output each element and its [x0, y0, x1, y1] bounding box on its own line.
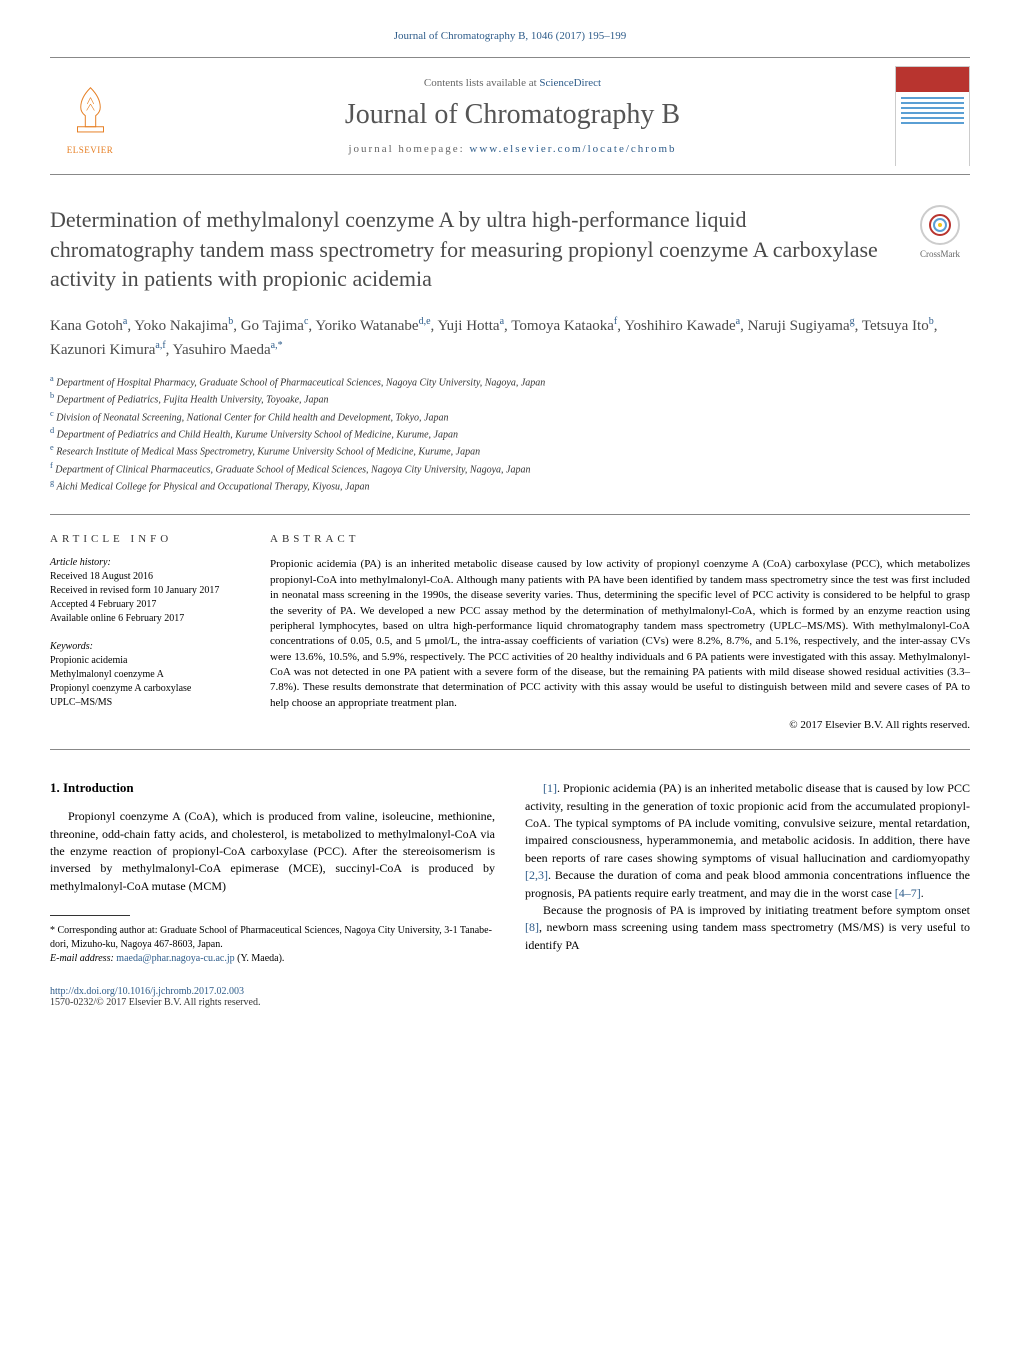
abstract-copyright: © 2017 Elsevier B.V. All rights reserved… — [270, 719, 970, 731]
authors: Kana Gotoha, Yoko Nakajimab, Go Tajimac,… — [50, 314, 970, 361]
affiliation-item: e Research Institute of Medical Mass Spe… — [50, 442, 970, 459]
crossmark-label: CrossMark — [910, 249, 970, 259]
affiliation-item: d Department of Pediatrics and Child Hea… — [50, 425, 970, 442]
keyword-item: Methylmalonyl coenzyme A — [50, 668, 245, 682]
journal-reference: Journal of Chromatography B, 1046 (2017)… — [50, 30, 970, 42]
keywords-label: Keywords: — [50, 641, 245, 652]
article-title: Determination of methylmalonyl coenzyme … — [50, 205, 890, 294]
article-info: ARTICLE INFO Article history: Received 1… — [50, 533, 270, 731]
sciencedirect-link[interactable]: ScienceDirect — [539, 77, 601, 89]
journal-cover-thumbnail — [895, 66, 970, 166]
contents-banner: ELSEVIER Contents lists available at Sci… — [50, 57, 970, 175]
publisher-name: ELSEVIER — [67, 145, 114, 155]
homepage-link[interactable]: www.elsevier.com/locate/chromb — [469, 143, 676, 155]
corresponding-author-footnote: * Corresponding author at: Graduate Scho… — [50, 924, 495, 966]
abstract-heading: ABSTRACT — [270, 533, 970, 545]
intro-paragraph-2: [1]. Propionic acidemia (PA) is an inher… — [525, 780, 970, 902]
section-1-heading: 1. Introduction — [50, 780, 495, 796]
history-item: Received in revised form 10 January 2017 — [50, 584, 245, 598]
issn-copyright: 1570-0232/© 2017 Elsevier B.V. All right… — [50, 997, 970, 1008]
body-column-left: 1. Introduction Propionyl coenzyme A (Co… — [50, 780, 495, 966]
crossmark-badge[interactable]: CrossMark — [910, 205, 970, 259]
affiliation-item: f Department of Clinical Pharmaceutics, … — [50, 460, 970, 477]
journal-homepage: journal homepage: www.elsevier.com/locat… — [130, 143, 895, 155]
body-column-right: [1]. Propionic acidemia (PA) is an inher… — [525, 780, 970, 966]
doi-link[interactable]: http://dx.doi.org/10.1016/j.jchromb.2017… — [50, 986, 970, 997]
intro-paragraph-3: Because the prognosis of PA is improved … — [525, 902, 970, 954]
keyword-item: Propionic acidemia — [50, 654, 245, 668]
keyword-item: Propionyl coenzyme A carboxylase — [50, 682, 245, 696]
affiliations: a Department of Hospital Pharmacy, Gradu… — [50, 373, 970, 494]
elsevier-logo: ELSEVIER — [50, 74, 130, 159]
journal-name: Journal of Chromatography B — [130, 99, 895, 131]
intro-paragraph-1: Propionyl coenzyme A (CoA), which is pro… — [50, 808, 495, 895]
tree-icon — [58, 78, 123, 143]
contents-line: Contents lists available at ScienceDirec… — [130, 77, 895, 89]
article-info-heading: ARTICLE INFO — [50, 533, 245, 545]
abstract: ABSTRACT Propionic acidemia (PA) is an i… — [270, 533, 970, 731]
affiliation-item: a Department of Hospital Pharmacy, Gradu… — [50, 373, 970, 390]
affiliation-item: b Department of Pediatrics, Fujita Healt… — [50, 390, 970, 407]
history-item: Available online 6 February 2017 — [50, 612, 245, 626]
history-item: Received 18 August 2016 — [50, 570, 245, 584]
affiliation-item: c Division of Neonatal Screening, Nation… — [50, 408, 970, 425]
email-link[interactable]: maeda@phar.nagoya-cu.ac.jp — [116, 953, 234, 964]
abstract-text: Propionic acidemia (PA) is an inherited … — [270, 557, 970, 711]
affiliation-item: g Aichi Medical College for Physical and… — [50, 477, 970, 494]
crossmark-icon — [928, 213, 952, 237]
history-label: Article history: — [50, 557, 245, 568]
history-item: Accepted 4 February 2017 — [50, 598, 245, 612]
keyword-item: UPLC–MS/MS — [50, 696, 245, 710]
